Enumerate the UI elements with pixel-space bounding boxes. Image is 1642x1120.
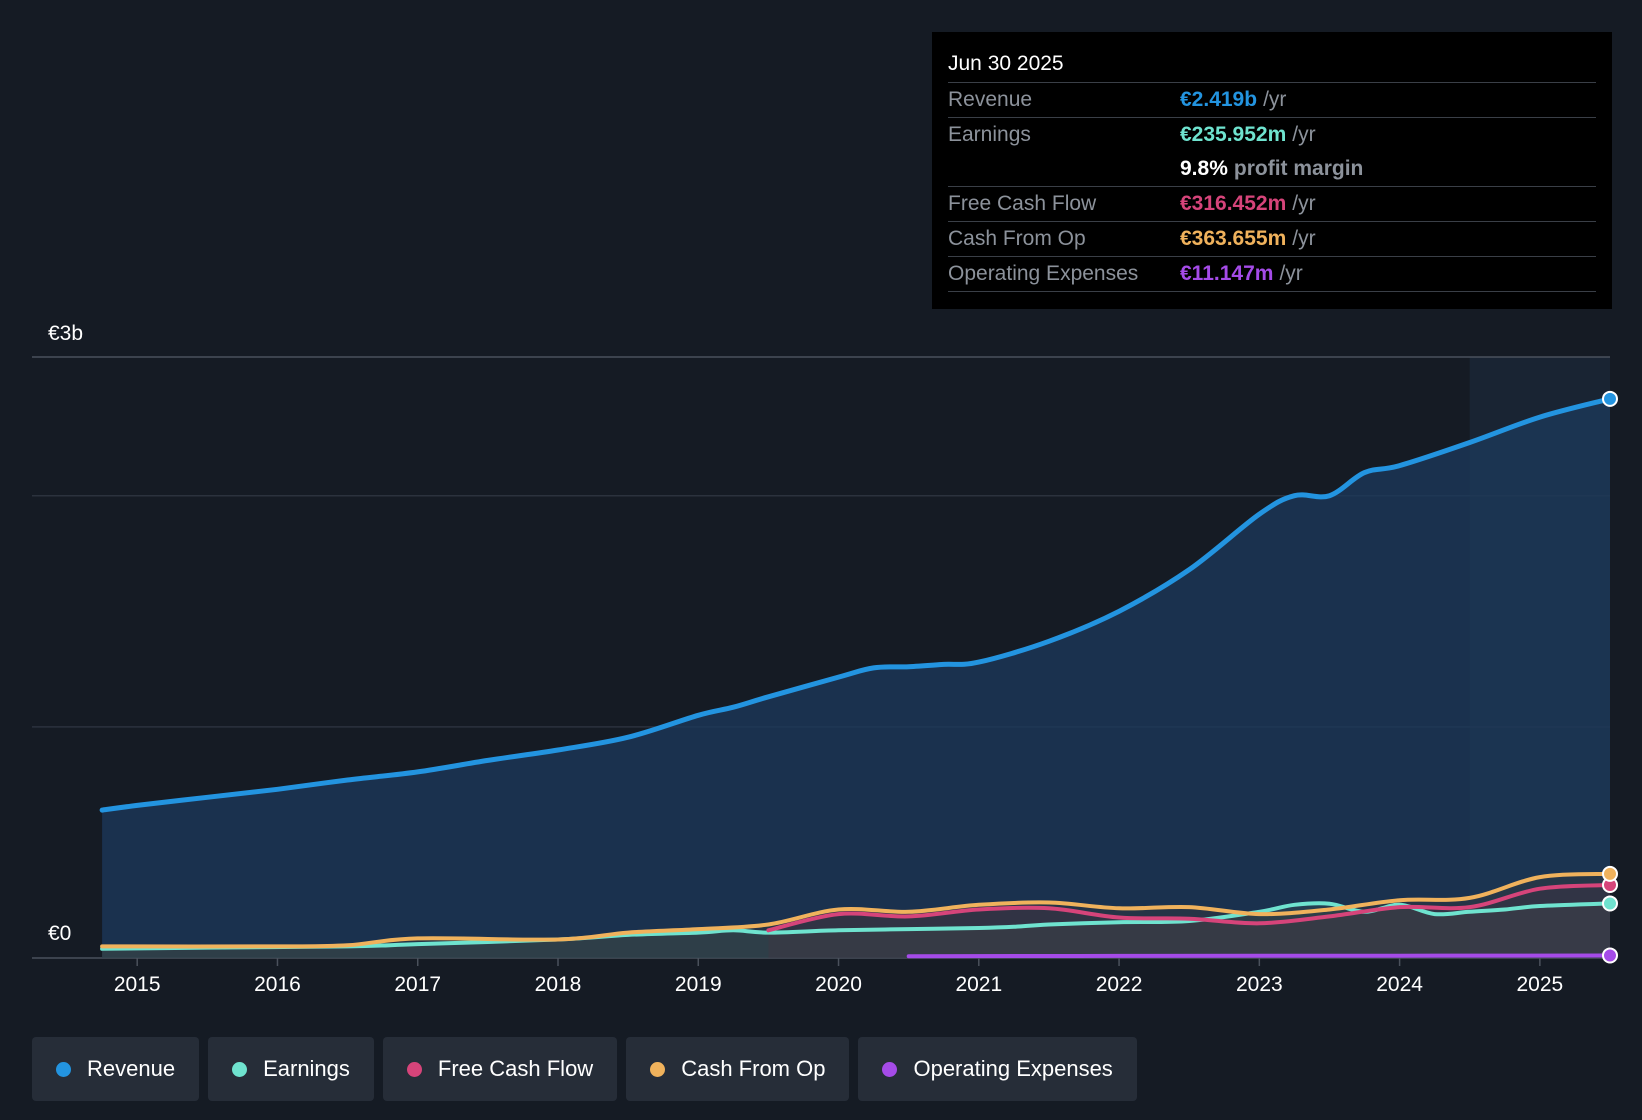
legend-item-earnings[interactable]: Earnings <box>208 1037 374 1101</box>
tooltip-label: Revenue <box>948 88 1033 111</box>
x-axis: 2015 2016 2017 2018 2019 2020 2021 2022 2023 2024… <box>114 958 1563 996</box>
operating-expenses-end-point[interactable] <box>1602 947 1618 964</box>
x-tick-label: 2019 <box>675 973 722 996</box>
tooltip-row-revenue: Revenue €2.419b /yr <box>948 83 1596 118</box>
end-markers <box>1602 390 1618 964</box>
cash-from-op-dot-icon <box>650 1061 666 1077</box>
tooltip-label: Operating Expenses <box>948 262 1139 285</box>
free-cash-flow-line <box>766 883 1612 933</box>
tooltip-value: €363.655m <box>1180 227 1287 250</box>
y-axis-bottom-label: €0 <box>48 922 71 945</box>
legend-item-revenue[interactable]: Revenue <box>32 1037 200 1101</box>
tooltip-unit: /yr <box>1292 227 1316 250</box>
cash-from-op-end-point[interactable] <box>1602 865 1618 882</box>
revenue-end-point[interactable] <box>1602 390 1618 407</box>
legend-item-cash-from-op[interactable]: Cash From Op <box>626 1037 850 1101</box>
revenue-dot-icon <box>56 1061 71 1077</box>
tooltip-date: Jun 30 2025 <box>948 46 1596 83</box>
x-tick-label: 2021 <box>955 973 1002 996</box>
tooltip-unit: /yr <box>1279 262 1303 285</box>
tooltip-row-free-cash-flow: Free Cash Flow €316.452m /yr <box>948 187 1596 222</box>
tooltip-row-earnings: Earnings €235.952m /yr <box>948 118 1596 152</box>
earnings-line <box>100 901 1612 951</box>
legend-item-operating-expenses[interactable]: Operating Expenses <box>858 1037 1137 1101</box>
tooltip-value: €2.419b <box>1180 88 1258 111</box>
tooltip-unit: /yr <box>1263 88 1287 111</box>
tooltip-value: €316.452m <box>1180 192 1287 215</box>
legend-label: Cash From Op <box>681 1056 826 1081</box>
x-tick-label: 2016 <box>254 973 301 996</box>
series-lines <box>99 396 1613 959</box>
y-axis-top-label: €3b <box>48 322 83 345</box>
areas <box>102 398 1611 958</box>
earnings-end-point[interactable] <box>1602 895 1618 912</box>
legend: Revenue Earnings Free Cash Flow Cash Fro… <box>32 1037 1137 1101</box>
legend-label: Revenue <box>87 1056 176 1081</box>
operating-expenses-dot-icon <box>882 1061 898 1077</box>
tooltip-unit: /yr <box>1292 192 1316 215</box>
x-tick-label: 2017 <box>394 973 441 996</box>
x-tick-label: 2023 <box>1236 973 1283 996</box>
revenue-area <box>102 398 1611 958</box>
tooltip-row-cash-from-op: Cash From Op €363.655m /yr <box>948 222 1596 257</box>
x-tick-label: 2018 <box>535 973 582 996</box>
cash-from-op-line <box>100 871 1612 949</box>
tooltip-value: €235.952m <box>1180 123 1287 146</box>
tooltip-unit: /yr <box>1292 123 1316 146</box>
earnings-dot-icon <box>232 1061 248 1077</box>
x-tick-label: 2025 <box>1517 973 1564 996</box>
tooltip-unit: profit margin <box>1233 157 1364 180</box>
revenue-line <box>99 396 1613 813</box>
tooltip-value: €11.147m <box>1180 262 1274 285</box>
x-tick-label: 2022 <box>1096 973 1143 996</box>
cash-from-op-area <box>102 873 1611 958</box>
tooltip-row-operating-expenses: Operating Expenses €11.147m /yr <box>948 257 1596 292</box>
legend-label: Free Cash Flow <box>437 1056 594 1081</box>
legend-label: Earnings <box>263 1056 350 1081</box>
legend-item-free-cash-flow[interactable]: Free Cash Flow <box>382 1037 618 1101</box>
free-cash-flow-dot-icon <box>406 1061 422 1077</box>
legend-label: Operating Expenses <box>913 1056 1113 1081</box>
tooltip-row-profit-margin: 9.8% profit margin <box>948 152 1596 187</box>
tooltip-value: 9.8% <box>1180 157 1228 180</box>
tooltip-panel: Jun 30 2025 Revenue €2.419b /yr Earnings… <box>932 32 1612 309</box>
tooltip-label: Free Cash Flow <box>948 192 1097 215</box>
tooltip-label: Earnings <box>948 123 1031 146</box>
tooltip-label: Cash From Op <box>948 227 1086 250</box>
x-tick-label: 2020 <box>815 973 862 996</box>
x-tick-label: 2015 <box>114 973 161 996</box>
tooltip-label <box>948 152 1180 186</box>
x-tick-label: 2024 <box>1376 973 1423 996</box>
operating-expenses-line <box>906 953 1612 959</box>
